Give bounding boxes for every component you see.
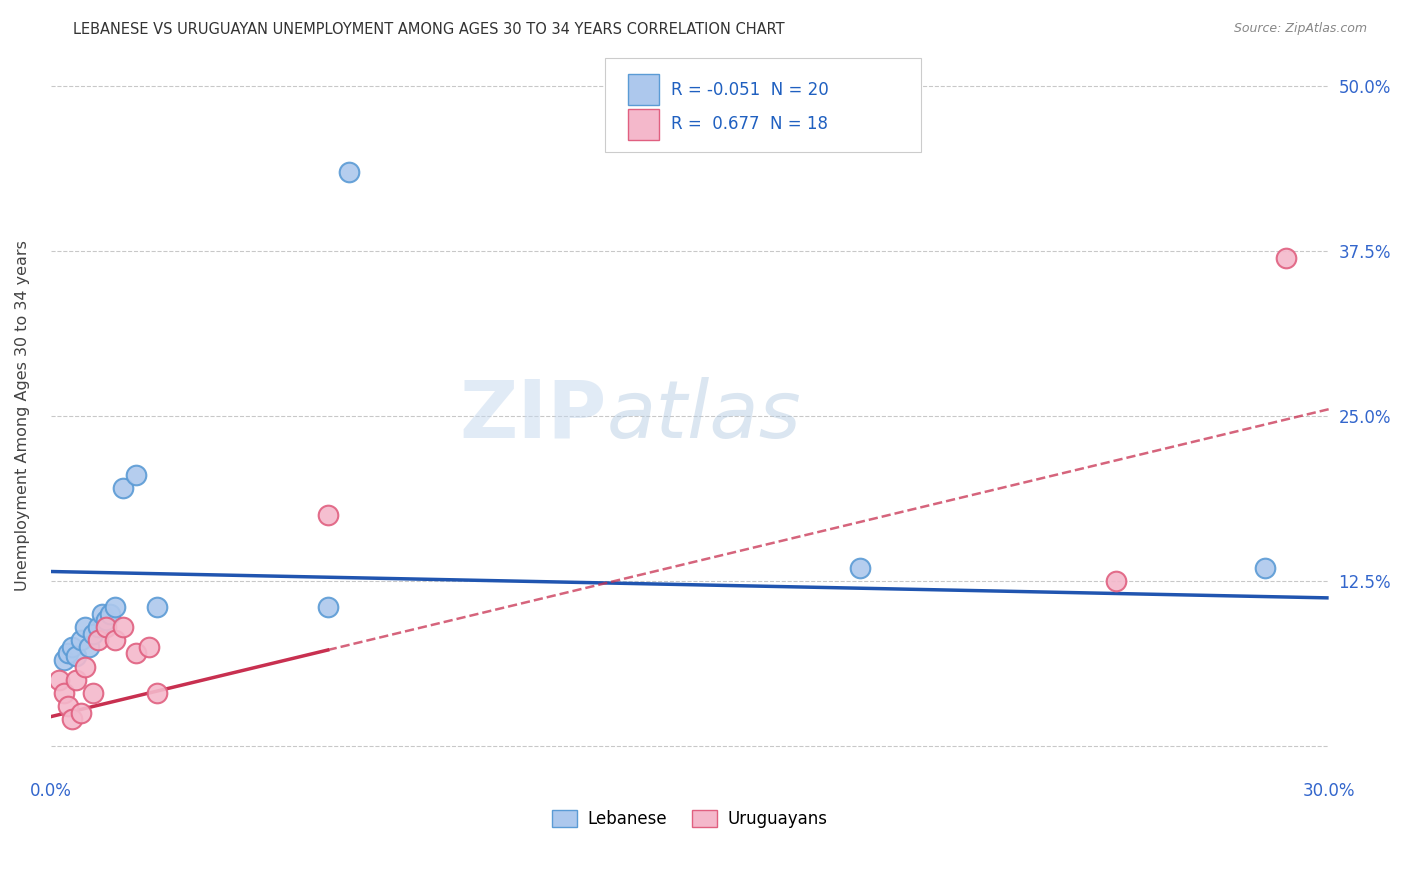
Point (104, 600, 127, 615)
Point (96, 613, 118, 627)
Point (849, 560, 872, 574)
Point (56, 699, 79, 714)
Point (82, 626, 104, 640)
Point (112, 620, 135, 634)
Text: atlas: atlas (606, 376, 801, 455)
Point (1254, 560, 1277, 574)
Point (86, 620, 108, 634)
Y-axis label: Unemployment Among Ages 30 to 34 years: Unemployment Among Ages 30 to 34 years (15, 240, 30, 591)
Point (60, 712, 83, 726)
Text: LEBANESE VS URUGUAYAN UNEMPLOYMENT AMONG AGES 30 TO 34 YEARS CORRELATION CHART: LEBANESE VS URUGUAYAN UNEMPLOYMENT AMONG… (73, 22, 785, 37)
Point (112, 482, 135, 496)
Point (96, 620, 118, 634)
Point (146, 600, 169, 615)
Text: ZIP: ZIP (460, 376, 606, 455)
Point (60, 640, 83, 654)
Text: R =  0.677  N = 18: R = 0.677 N = 18 (671, 115, 828, 134)
Point (73, 620, 96, 634)
Point (125, 468, 148, 483)
Point (1275, 251, 1298, 265)
Point (69, 706, 91, 720)
Point (337, 165, 360, 179)
Point (73, 659, 96, 673)
Point (65, 648, 87, 663)
Point (65, 673, 87, 687)
Point (138, 640, 160, 654)
Point (100, 607, 122, 621)
Point (104, 633, 127, 648)
Point (82, 686, 104, 700)
Text: Source: ZipAtlas.com: Source: ZipAtlas.com (1233, 22, 1367, 36)
Point (316, 600, 339, 615)
Point (56, 646, 79, 660)
Point (146, 686, 169, 700)
Point (48, 673, 70, 687)
Legend: Lebanese, Uruguayans: Lebanese, Uruguayans (546, 804, 834, 835)
Point (69, 633, 91, 648)
Point (77, 640, 100, 654)
Point (86, 633, 108, 648)
Point (1105, 574, 1128, 588)
Point (52, 686, 75, 700)
Text: R = -0.051  N = 20: R = -0.051 N = 20 (671, 80, 828, 99)
Point (91, 607, 114, 621)
Point (316, 508, 339, 522)
Point (52, 653, 75, 667)
Point (125, 646, 148, 660)
